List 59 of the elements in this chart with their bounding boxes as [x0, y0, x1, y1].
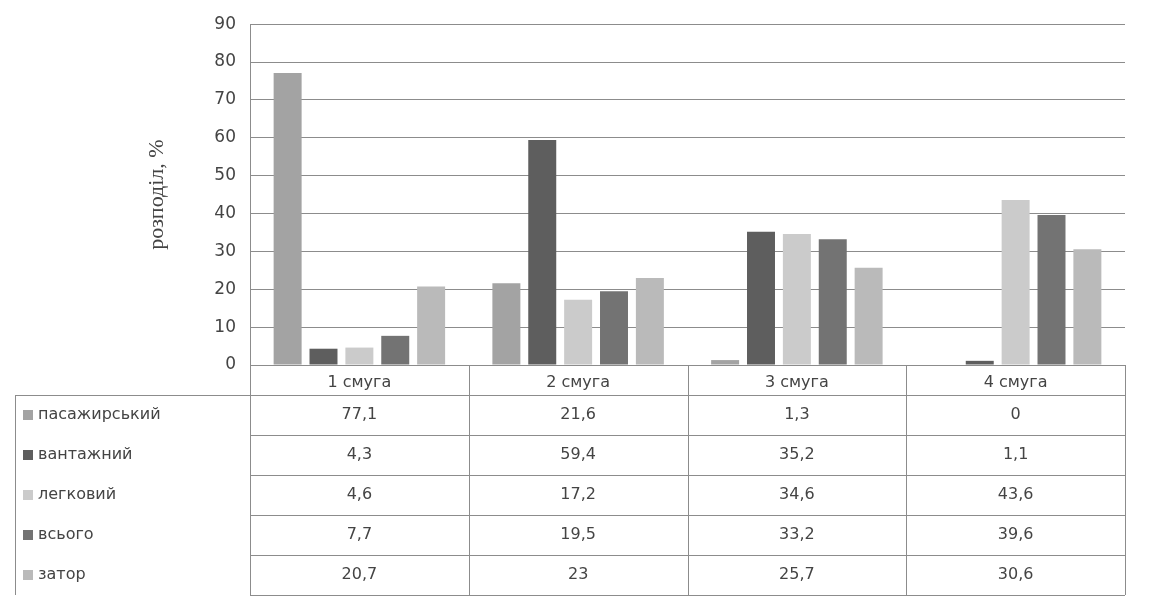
- legend-label: пасажирський: [38, 404, 161, 424]
- x-tick-label: 3 смуга: [764, 371, 829, 391]
- y-tick-label: 60: [214, 126, 236, 147]
- y-tick-label: 30: [214, 239, 236, 260]
- bar: [635, 277, 664, 365]
- bar: [965, 360, 994, 365]
- data-label: 43,6: [997, 484, 1034, 504]
- bar: [528, 140, 557, 365]
- bar: [345, 347, 374, 365]
- bar: [381, 335, 410, 365]
- data-label: 7,7: [346, 524, 373, 544]
- legend-label: затор: [38, 564, 86, 584]
- bar: [711, 360, 740, 365]
- data-label: 1,3: [784, 404, 810, 424]
- data-label: 1,1: [1002, 444, 1029, 464]
- bar: [273, 73, 302, 365]
- x-tick-label: 2 смуга: [546, 371, 611, 391]
- data-label: 39,6: [997, 524, 1034, 544]
- data-label: 21,6: [560, 404, 596, 424]
- data-label: 19,5: [560, 524, 596, 544]
- data-label: 34,6: [779, 484, 815, 504]
- y-tick-label: 50: [214, 164, 236, 185]
- data-label: 59,4: [560, 444, 596, 464]
- x-tick-label: 1 смуга: [327, 371, 392, 391]
- data-label: 17,2: [560, 484, 596, 504]
- bar: [818, 239, 847, 365]
- bar: [1001, 199, 1030, 365]
- data-label: 30,6: [997, 564, 1034, 584]
- bar: [854, 267, 883, 365]
- legend-label: всього: [38, 524, 94, 544]
- bar: [1073, 249, 1102, 365]
- data-label: 4,6: [346, 484, 373, 504]
- bar: [309, 348, 338, 365]
- bar: [782, 233, 811, 365]
- y-tick-label: 20: [214, 277, 236, 298]
- data-label: 20,7: [341, 564, 378, 584]
- data-label: 0: [1010, 404, 1021, 424]
- data-label: 4,3: [346, 444, 373, 464]
- y-tick-label: 70: [214, 88, 236, 109]
- bar: [564, 299, 593, 365]
- y-axis-title: розподіл, %: [142, 139, 168, 250]
- y-tick-label: 40: [214, 201, 236, 222]
- data-label: 77,1: [341, 404, 378, 424]
- y-tick-label: 80: [214, 50, 236, 71]
- y-tick-label: 0: [225, 353, 236, 374]
- legend-label: легковий: [38, 484, 117, 504]
- legend-label: вантажний: [38, 444, 133, 464]
- bar: [417, 286, 446, 365]
- bar: [600, 291, 628, 365]
- y-tick-label: 10: [214, 315, 236, 336]
- bar: [1037, 215, 1066, 365]
- data-label: 35,2: [779, 444, 815, 464]
- data-label: 23: [567, 564, 589, 584]
- data-label: 33,2: [779, 524, 815, 544]
- y-tick-label: 90: [214, 12, 236, 33]
- bar: [747, 231, 775, 365]
- x-tick-label: 4 смуга: [983, 371, 1048, 391]
- bar: [492, 283, 521, 365]
- data-label: 25,7: [779, 564, 815, 584]
